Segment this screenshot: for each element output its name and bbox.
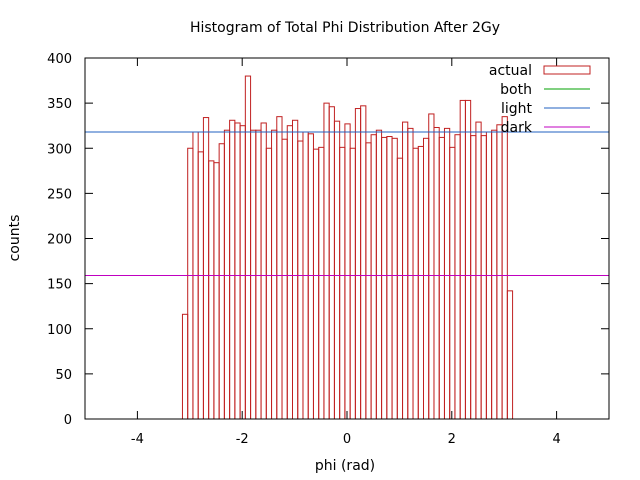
histogram-bar (480, 135, 487, 420)
histogram-bar (229, 119, 236, 420)
histogram-bar (354, 108, 362, 420)
x-axis-label: phi (rad) (315, 458, 375, 474)
histogram-bar (187, 147, 194, 420)
x-tick-label: 2 (448, 432, 456, 447)
histogram-bar (339, 146, 346, 420)
histogram-bar (218, 143, 225, 420)
histogram-bar (202, 117, 210, 420)
histogram-bar (223, 129, 231, 420)
legend-swatch-actual (543, 65, 591, 75)
histogram-bar (443, 127, 451, 420)
x-tick-label: -4 (131, 432, 144, 447)
y-tick-label: 50 (55, 368, 72, 383)
histogram-bar (281, 138, 288, 420)
histogram-bar (402, 121, 409, 420)
y-tick-label: 100 (47, 323, 72, 338)
histogram-bar (370, 134, 377, 420)
histogram-bar (412, 147, 419, 420)
histogram-bar (260, 122, 267, 420)
histogram-bar (292, 119, 299, 420)
y-tick-label: 150 (47, 278, 72, 293)
histogram-bar (423, 137, 430, 420)
histogram-bar (255, 129, 262, 420)
histogram-bar (349, 147, 356, 420)
y-tick-label: 200 (47, 233, 72, 248)
histogram-bar (265, 147, 273, 420)
histogram-bar (286, 125, 294, 420)
histogram-bar (438, 136, 445, 420)
histogram-bar (239, 125, 246, 420)
histogram-bar (344, 123, 351, 420)
y-tick-label: 400 (47, 52, 72, 67)
histogram-bar (213, 162, 220, 420)
histogram-bar (328, 106, 335, 420)
histogram-bar (496, 124, 503, 420)
histogram-bar (454, 134, 461, 420)
legend: actual both light dark (489, 63, 591, 136)
histogram-bar (506, 290, 514, 420)
y-tick-label: 0 (64, 413, 72, 428)
y-tick-label: 300 (47, 142, 72, 157)
histogram-bar (391, 137, 398, 420)
histogram-bar (323, 102, 330, 420)
histogram-bar (433, 126, 440, 420)
legend-label-actual: actual (489, 63, 532, 79)
histogram-bar (386, 136, 393, 420)
histogram-bar (208, 160, 215, 420)
histogram-bar (381, 136, 388, 420)
histogram-bar (318, 146, 325, 420)
chart-title: Histogram of Total Phi Distribution Afte… (190, 20, 500, 36)
x-tick-label: 0 (343, 432, 351, 447)
histogram-bar (396, 157, 404, 420)
histogram-bar (501, 116, 508, 420)
histogram-bar (276, 116, 283, 420)
histogram-bar (181, 313, 189, 420)
histogram-bar (428, 113, 435, 420)
histogram-bar (459, 99, 466, 420)
legend-label-both: both (500, 82, 532, 98)
histogram-bar (312, 148, 320, 420)
x-tick-label: -2 (236, 432, 249, 447)
y-tick-label: 250 (47, 187, 72, 202)
histogram-bar (491, 129, 498, 420)
y-axis-label: counts (7, 215, 23, 262)
histogram-bar (307, 133, 314, 420)
histogram-bar (375, 129, 383, 420)
histogram-bar (464, 99, 472, 420)
histogram-bar (470, 135, 477, 420)
histogram-bar (234, 122, 241, 420)
histogram-bar (271, 129, 278, 420)
histogram-bar (407, 127, 414, 420)
histogram-bar (360, 105, 367, 420)
reference-lines (85, 131, 609, 277)
x-tick-label: 4 (552, 432, 560, 447)
histogram-bar (244, 75, 252, 420)
histogram-bar (417, 145, 425, 420)
legend-label-dark: dark (501, 120, 533, 136)
histogram-bar (475, 121, 482, 420)
histogram-bar (297, 140, 304, 420)
histogram-bar (449, 146, 456, 420)
histogram-bars (181, 75, 514, 420)
legend-label-light: light (501, 101, 533, 117)
histogram-bar (197, 151, 204, 420)
histogram-bar (250, 129, 257, 420)
histogram-bar (365, 142, 372, 420)
axes: 0 50 100 150 200 250 300 350 400 -4 -2 0 2 4 (47, 52, 610, 447)
histogram-bar (333, 120, 341, 420)
y-tick-label: 350 (47, 97, 72, 112)
